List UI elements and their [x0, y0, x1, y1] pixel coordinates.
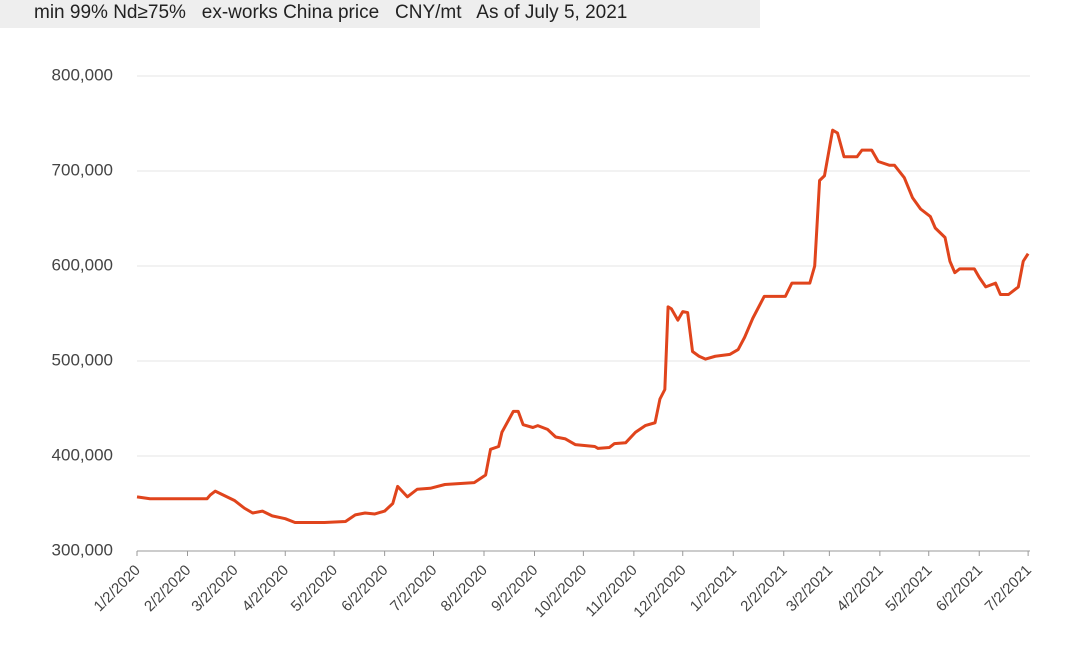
y-tick-label: 600,000 — [52, 255, 113, 274]
x-tick-label: 1/2/2021 — [687, 562, 740, 615]
x-tick-label: 4/2/2020 — [239, 562, 292, 615]
x-tick-label: 6/2/2021 — [933, 562, 986, 615]
subtitle-background — [0, 0, 760, 28]
y-tick-label: 400,000 — [52, 445, 113, 464]
x-tick-label: 7/2/2020 — [387, 562, 440, 615]
x-tick-label: 2/2/2021 — [737, 562, 790, 615]
x-tick-label: 1/2/2020 — [91, 562, 144, 615]
x-tick-label: 7/2/2021 — [982, 562, 1035, 615]
x-tick-label: 8/2/2020 — [438, 562, 491, 615]
y-tick-label: 300,000 — [52, 540, 113, 559]
x-tick-label: 10/2/2020 — [531, 562, 590, 621]
x-tick-label: 2/2/2020 — [141, 562, 194, 615]
chart-subtitle: min 99% Nd≥75% ex-works China price CNY/… — [34, 2, 627, 23]
y-tick-label: 800,000 — [52, 65, 113, 84]
x-tick-label: 5/2/2020 — [288, 562, 341, 615]
x-tick-label: 12/2/2020 — [630, 562, 689, 621]
price-line — [136, 128, 1030, 524]
x-tick-label: 5/2/2021 — [882, 562, 935, 615]
x-tick-label: 3/2/2020 — [188, 562, 241, 615]
y-tick-label: 500,000 — [52, 350, 113, 369]
y-tick-label: 700,000 — [52, 160, 113, 179]
x-tick-label: 4/2/2021 — [833, 562, 886, 615]
x-tick-label: 6/2/2020 — [338, 562, 391, 615]
x-tick-label: 3/2/2021 — [783, 562, 836, 615]
